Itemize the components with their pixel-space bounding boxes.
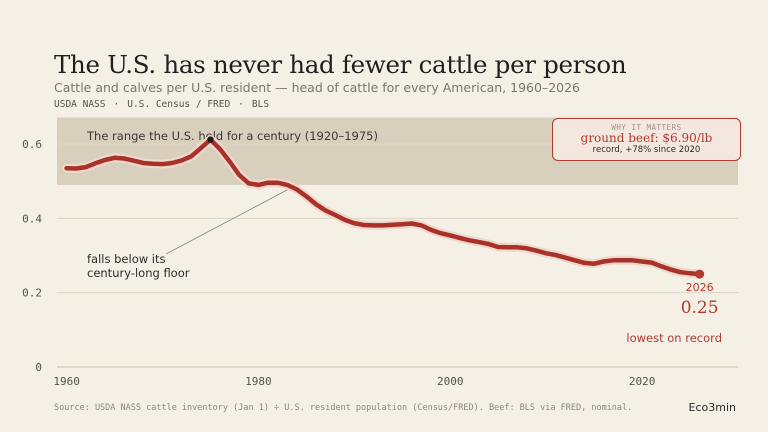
chart-subtitle: Cattle and calves per U.S. resident — he… — [54, 80, 581, 95]
end-year-label: 2026 — [686, 281, 714, 294]
x-tick-label: 2000 — [437, 375, 464, 388]
source-separator: · — [238, 99, 244, 110]
source-footnote: Source: USDA NASS cattle inventory (Jan … — [54, 403, 633, 413]
callout-value: ground beef: $6.90/lb — [580, 131, 713, 145]
y-tick-label: 0.4 — [22, 212, 42, 225]
y-tick-label: 0 — [35, 361, 42, 374]
callout-note: record, +78% since 2020 — [592, 145, 701, 155]
chart-title: The U.S. has never had fewer cattle per … — [54, 50, 627, 79]
source-label: USDA NASS — [54, 99, 106, 110]
x-tick-label: 2020 — [629, 375, 656, 388]
source-separator: · — [113, 99, 120, 110]
band-label: The range the U.S. held for a century (1… — [86, 129, 378, 143]
y-tick-label: 0.6 — [22, 138, 42, 151]
annotation-label: century-long floor — [87, 266, 190, 280]
annotation-leader-line — [165, 188, 290, 255]
series-line — [64, 137, 702, 277]
source-list: USDA NASS · U.S. Census / FRED · BLS — [54, 99, 269, 110]
source-label: U.S. Census / FRED — [127, 99, 231, 110]
y-tick-label: 0.2 — [22, 287, 42, 300]
why-it-matters-callout: WHY IT MATTERS ground beef: $6.90/lb rec… — [552, 118, 741, 161]
annotation-label: falls below its — [87, 252, 166, 266]
end-point-marker — [695, 269, 705, 279]
end-value-label: 0.25 — [681, 298, 719, 318]
x-tick-label: 1960 — [53, 375, 80, 388]
source-label: BLS — [251, 99, 270, 110]
peak-marker — [207, 136, 214, 143]
callout-kicker: WHY IT MATTERS — [611, 123, 682, 132]
brand-logo: Eco3min — [688, 401, 736, 414]
end-note-label: lowest on record — [626, 331, 722, 345]
x-tick-label: 1980 — [245, 375, 272, 388]
